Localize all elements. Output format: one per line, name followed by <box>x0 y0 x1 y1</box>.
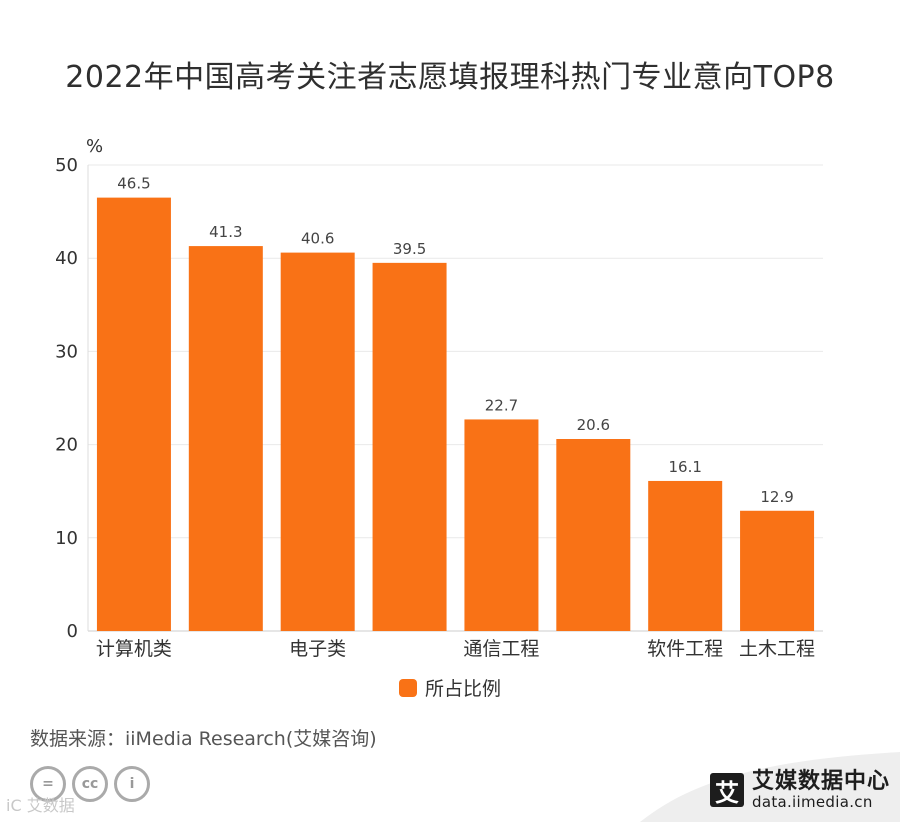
x-tick-label-2: 电子类 <box>289 638 346 660</box>
bar-2 <box>280 252 355 631</box>
bar-6 <box>648 480 723 631</box>
brand-band <box>640 752 900 822</box>
data-label-6: 16.1 <box>668 458 701 476</box>
watermark: iC 艾数据 <box>6 796 75 815</box>
x-tick-label-6: 软件工程 <box>647 638 723 660</box>
cc-icon: cc <box>72 766 108 802</box>
legend-swatch <box>398 678 417 697</box>
license-icons: = cc i <box>30 766 150 802</box>
data-label-1: 41.3 <box>209 223 242 241</box>
data-label-2: 40.6 <box>301 230 334 248</box>
bar-1 <box>188 246 263 632</box>
y-axis-unit: % <box>86 136 104 157</box>
brand-name: 艾媒数据中心 <box>752 769 891 794</box>
y-tick-label-50: 50 <box>55 155 78 176</box>
y-tick-label-30: 30 <box>55 341 78 362</box>
data-label-7: 12.9 <box>760 488 793 506</box>
bar-7 <box>740 510 815 631</box>
y-tick-label-40: 40 <box>55 248 78 269</box>
brand-text: 艾媒数据中心 data.iimedia.cn <box>752 769 891 812</box>
bar-0 <box>96 197 171 631</box>
data-label-4: 22.7 <box>485 396 518 414</box>
bar-5 <box>556 439 631 631</box>
x-tick-label-4: 通信工程 <box>463 638 539 660</box>
brand-logo-icon: 艾 <box>710 773 744 808</box>
legend[interactable]: 所占比例 <box>0 674 900 701</box>
legend-label: 所占比例 <box>424 678 501 700</box>
equals-icon: = <box>30 766 66 802</box>
attribution-icon: i <box>114 766 150 802</box>
data-source: 数据来源：iiMedia Research(艾媒咨询) <box>30 728 377 750</box>
x-tick-label-7: 土木工程 <box>739 638 815 660</box>
bar-4 <box>464 419 539 631</box>
data-label-5: 20.6 <box>577 416 610 434</box>
data-label-3: 39.5 <box>393 240 426 258</box>
x-tick-label-0: 计算机类 <box>96 638 172 660</box>
y-tick-label-0: 0 <box>67 621 78 642</box>
brand[interactable]: 艾 艾媒数据中心 data.iimedia.cn <box>710 769 891 812</box>
chart-title: 2022年中国高考关注者志愿填报理科热门专业意向TOP8 <box>65 60 835 95</box>
bar-3 <box>372 262 447 631</box>
y-tick-label-20: 20 <box>55 435 78 456</box>
data-label-0: 46.5 <box>117 175 150 193</box>
brand-url: data.iimedia.cn <box>752 793 873 812</box>
y-tick-label-10: 10 <box>55 528 78 549</box>
